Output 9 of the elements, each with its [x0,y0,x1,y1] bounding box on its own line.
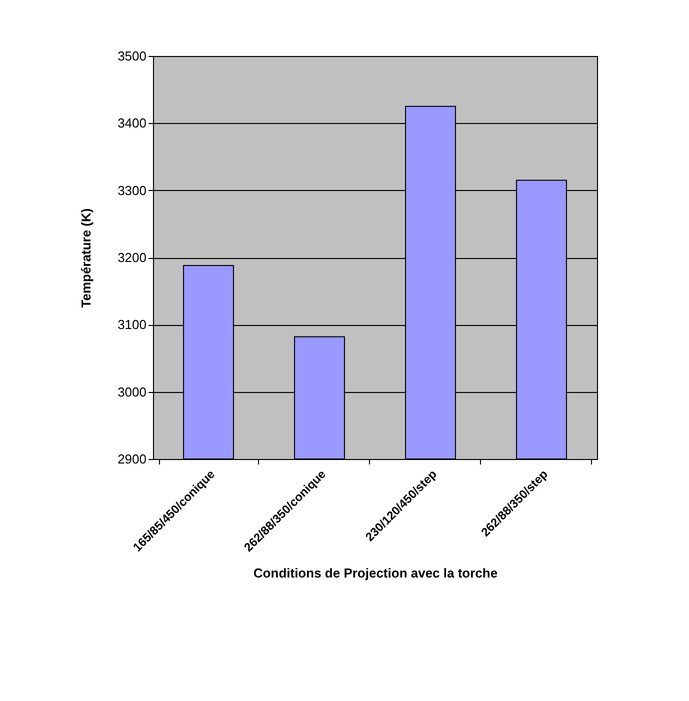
y-tick-label: 3400 [118,116,146,131]
y-tick-label: 2900 [118,452,146,466]
y-tick-label: 3500 [118,48,146,64]
x-axis-title: Conditions de Projection avec la torche [253,566,498,581]
y-tick-label: 3300 [118,182,146,198]
y-tick-label: 3000 [118,384,146,400]
y-axis-title: Température (K) [78,208,94,308]
y-tick-label: 3100 [118,317,146,332]
y-tick-label: 3200 [118,250,146,265]
